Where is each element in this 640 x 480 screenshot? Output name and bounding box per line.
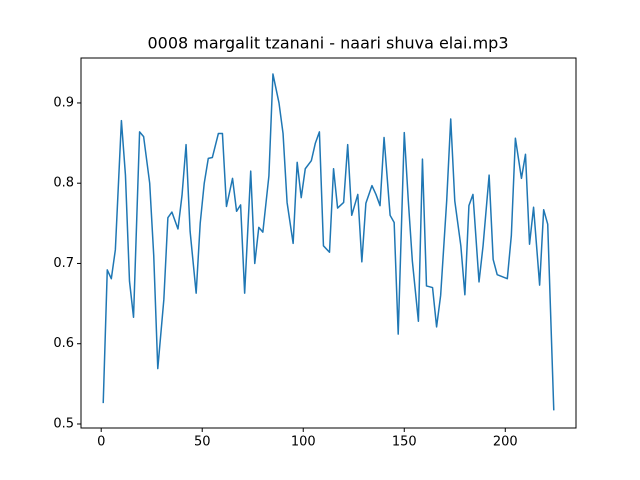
y-tick-label: 0.9 bbox=[53, 95, 74, 110]
y-tick-label: 0.8 bbox=[53, 176, 74, 191]
line bbox=[102, 73, 555, 411]
y-tick-label: 0.5 bbox=[53, 416, 74, 431]
x-tick-label: 200 bbox=[493, 435, 518, 450]
x-tick-label: 50 bbox=[194, 435, 211, 450]
chart-title: 0008 margalit tzanani - naari shuva elai… bbox=[147, 34, 508, 53]
x-tick-label: 100 bbox=[291, 435, 316, 450]
plot-frame bbox=[80, 57, 577, 429]
y-tick-label: 0.7 bbox=[53, 256, 74, 271]
x-tick-label: 0 bbox=[97, 435, 105, 450]
x-tick-label: 150 bbox=[392, 435, 417, 450]
y-tick-label: 0.6 bbox=[53, 336, 74, 351]
